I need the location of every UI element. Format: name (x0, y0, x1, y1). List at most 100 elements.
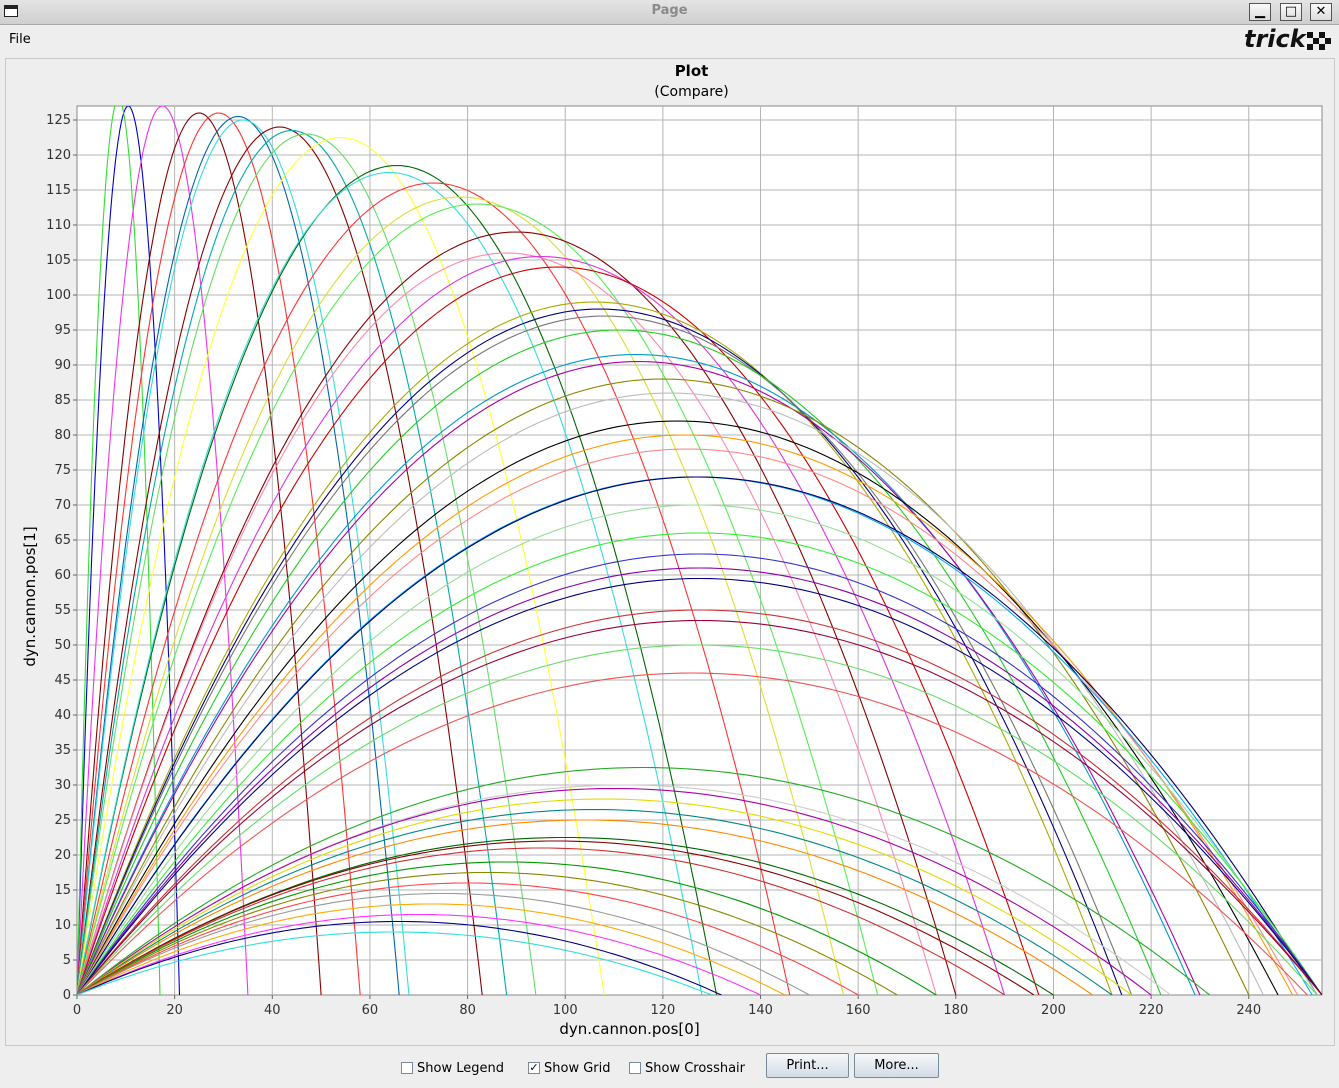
show-grid-checkbox[interactable]: ✓ Show Grid (528, 1060, 611, 1076)
x-tick-label: 120 (650, 1003, 675, 1018)
y-tick-label: 30 (54, 778, 71, 793)
show-crosshair-box[interactable] (629, 1062, 641, 1074)
trajectory-line-59 (77, 931, 712, 995)
trajectory-line-46 (77, 798, 1132, 995)
trajectory-line-7 (77, 119, 410, 995)
plot-controls: Show Legend ✓ Show Grid Show Crosshair P… (0, 1048, 1339, 1088)
y-tick-label: 60 (54, 568, 71, 583)
trajectory-line-42 (77, 672, 1308, 995)
trajectory-line-54 (77, 882, 859, 995)
trajectory-line-14 (77, 182, 791, 995)
trajectory-line-31 (77, 448, 1299, 995)
menu-file[interactable]: File (9, 32, 31, 47)
trajectory-line-10 (77, 133, 537, 995)
window-titlebar: Page ▁ □ ✕ (0, 0, 1339, 25)
trajectory-line-12 (77, 164, 718, 995)
trajectory-line-11 (77, 136, 605, 995)
trajectory-line-15 (77, 196, 845, 995)
x-tick-label: 220 (1139, 1003, 1164, 1018)
trajectory-line-22 (77, 308, 1123, 995)
trajectory-line-34 (77, 504, 1318, 995)
trajectory-line-43 (77, 766, 1211, 995)
trajectory-line-45 (77, 787, 1152, 995)
x-tick-label: 100 (553, 1003, 578, 1018)
trajectory-line-53 (77, 871, 898, 995)
chart-title: Plot (675, 62, 709, 80)
trajectory-line-13 (77, 171, 703, 995)
menu-file-label: File (9, 32, 31, 47)
y-tick-label: 0 (63, 988, 71, 1003)
x-tick-label: 180 (943, 1003, 968, 1018)
trajectory-line-55 (77, 892, 810, 995)
trajectory-line-36 (77, 553, 1322, 995)
trajectory-line-25 (77, 353, 1196, 995)
y-tick-label: 95 (54, 323, 71, 338)
trajectory-line-5 (77, 112, 361, 995)
more-button[interactable]: More... (854, 1053, 939, 1078)
trajectory-line-6 (77, 115, 400, 995)
x-tick-label: 20 (166, 1003, 183, 1018)
trajectory-line-41 (77, 644, 1318, 995)
trajectory-line-3 (77, 106, 249, 995)
y-tick-label: 90 (54, 358, 71, 373)
trajectory-line-18 (77, 252, 937, 995)
y-tick-label: 10 (54, 918, 71, 933)
trajectory-line-39 (77, 609, 1322, 995)
trajectory-line-16 (77, 203, 879, 995)
y-axis-label: dyn.cannon.pos[1] (21, 526, 39, 666)
trajectory-line-4 (77, 112, 322, 995)
trajectory-chart[interactable]: Plot(Compare)0 20 40 60 80 100 120 140 160 180 200… (6, 59, 1334, 1045)
y-tick-label: 70 (54, 498, 71, 513)
logo-text: trick (1244, 25, 1308, 53)
print-button[interactable]: Print... (766, 1053, 849, 1078)
trick-logo: trick (1244, 25, 1331, 53)
window-menu-icon[interactable] (4, 5, 18, 17)
x-tick-label: 140 (748, 1003, 773, 1018)
y-tick-label: 50 (54, 638, 71, 653)
close-button[interactable]: ✕ (1310, 3, 1332, 21)
show-legend-checkbox[interactable]: Show Legend (401, 1060, 504, 1076)
x-tick-label: 160 (846, 1003, 871, 1018)
window-title: Page (651, 3, 688, 18)
y-tick-label: 35 (54, 743, 71, 758)
plot-area (76, 105, 1323, 996)
y-tick-label: 55 (54, 603, 71, 618)
y-tick-label: 85 (54, 393, 71, 408)
plot-panel: Plot (Compare) 0 20 40 60 80 100 120 140 160 180 200… (5, 58, 1335, 1046)
minimize-button[interactable]: ▁ (1249, 3, 1271, 21)
trajectory-line-57 (77, 913, 761, 995)
y-tick-label: 120 (46, 148, 71, 163)
x-tick-label: 0 (73, 1003, 81, 1018)
y-tick-label: 115 (46, 183, 71, 198)
trajectory-line-27 (77, 378, 1250, 995)
trajectory-line-33 (77, 476, 1318, 995)
y-tick-label: 110 (46, 218, 71, 233)
y-tick-label: 25 (54, 813, 71, 828)
trajectory-line-8 (77, 126, 483, 995)
x-axis-label: dyn.cannon.pos[0] (559, 1020, 699, 1038)
trajectory-line-21 (77, 301, 1113, 995)
show-grid-box[interactable]: ✓ (528, 1061, 540, 1074)
y-tick-label: 100 (46, 288, 71, 303)
show-crosshair-checkbox[interactable]: Show Crosshair (629, 1060, 745, 1076)
y-tick-label: 65 (54, 533, 71, 548)
trajectory-line-37 (77, 567, 1322, 995)
trajectory-line-51 (77, 847, 1005, 995)
trajectory-line-48 (77, 819, 1093, 995)
x-tick-label: 240 (1236, 1003, 1261, 1018)
trajectory-line-17 (77, 231, 957, 995)
trajectory-line-38 (77, 577, 1322, 995)
trajectory-line-50 (77, 840, 1035, 995)
trajectory-line-23 (77, 315, 1133, 995)
menubar: File (0, 25, 1339, 55)
series-group (77, 106, 1322, 995)
show-legend-box[interactable] (401, 1062, 413, 1074)
trajectory-line-58 (77, 920, 722, 995)
chart-subtitle: (Compare) (654, 84, 728, 100)
show-grid-label: Show Grid (544, 1060, 611, 1076)
y-tick-label: 45 (54, 673, 71, 688)
maximize-button[interactable]: □ (1280, 3, 1302, 21)
trajectory-line-24 (77, 329, 1162, 995)
y-tick-label: 75 (54, 463, 71, 478)
trajectory-line-26 (77, 360, 1201, 995)
